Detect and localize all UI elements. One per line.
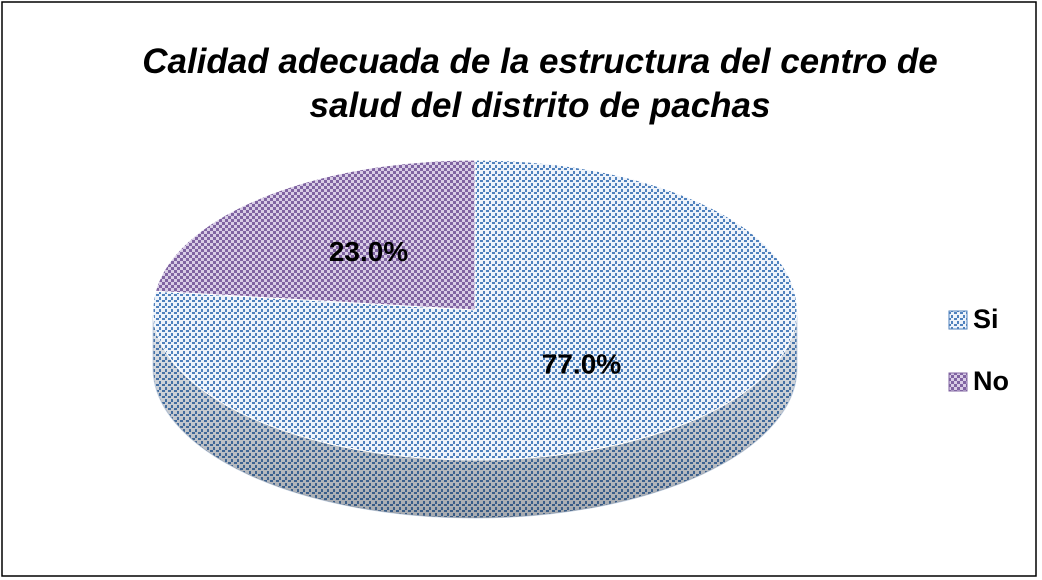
legend-label: No	[973, 366, 1009, 396]
pie-slice	[154, 159, 476, 311]
legend-label: Si	[973, 304, 999, 334]
legend-swatch	[948, 310, 968, 330]
chart-title: Calidad adecuada de la estructura del ce…	[142, 42, 938, 125]
data-label: 23.0%	[329, 236, 408, 267]
legend-swatch	[948, 372, 968, 392]
pie-side-shade	[153, 310, 797, 518]
data-label: 77.0%	[542, 349, 621, 380]
